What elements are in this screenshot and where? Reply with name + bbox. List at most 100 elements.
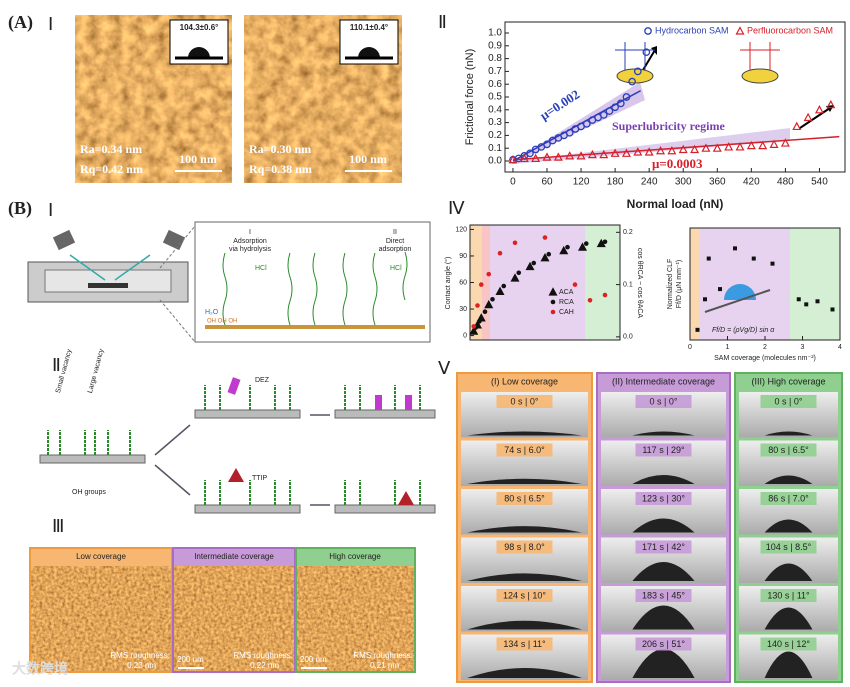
- panel-label: Ⅰ: [48, 14, 53, 34]
- marker: [733, 246, 737, 251]
- marker: [633, 67, 642, 76]
- y-tick-label: 0.5: [488, 92, 502, 103]
- marker: [565, 128, 574, 137]
- droplet: [467, 478, 582, 484]
- label-bg: [635, 637, 692, 651]
- hcl: HCl: [255, 265, 267, 272]
- y-tick-label: 0.2: [488, 130, 502, 141]
- frame-label: 171 s | 42°: [642, 542, 685, 552]
- frame-label: 0 s | 0°: [650, 396, 678, 406]
- marker: [576, 151, 586, 160]
- frame-label: 140 s | 12°: [767, 639, 810, 649]
- marker: [701, 143, 711, 152]
- stage-text: adsorption: [379, 246, 412, 253]
- stage-label: I: [249, 229, 251, 236]
- marker: [633, 147, 643, 156]
- rms-value: 0.23 nm: [127, 661, 156, 670]
- legend-label: ACA: [559, 289, 574, 296]
- y-tick-label: 60: [459, 279, 467, 286]
- marker: [583, 241, 589, 246]
- header: High coverage: [329, 552, 381, 561]
- x-tick-label: 3: [801, 344, 805, 351]
- label-bg: [496, 637, 553, 651]
- marker: [605, 107, 614, 115]
- arrow: [799, 107, 831, 129]
- droplet: [467, 526, 582, 533]
- panel-label: Ⅰ: [48, 200, 53, 220]
- marker: [611, 103, 619, 112]
- scale-label: 200 nm: [177, 655, 204, 664]
- precursor: TTIP: [252, 475, 267, 482]
- droplet: [764, 519, 813, 533]
- droplet: [764, 607, 813, 630]
- droplet: [632, 475, 695, 484]
- label-bg: [635, 589, 692, 602]
- x-tick-label: 0: [510, 177, 516, 188]
- stage-text: Direct: [386, 238, 404, 245]
- droplet: [632, 649, 695, 678]
- marker: [621, 148, 631, 157]
- y-tick-label: 120: [455, 226, 467, 233]
- marker: [735, 26, 745, 35]
- marker: [690, 144, 700, 154]
- y-axis-label: Ff/D (μN mm⁻¹): [676, 260, 683, 309]
- marker: [577, 242, 588, 251]
- droplet: [467, 668, 582, 678]
- y-tick-label: 1.0: [488, 28, 502, 39]
- stage-text: Adsorption: [233, 238, 267, 245]
- marker: [616, 99, 625, 108]
- rms-value: 0.21 nm: [370, 661, 399, 670]
- stage-text: via hydrolysis: [229, 246, 272, 253]
- marker: [477, 319, 482, 324]
- droplet: [632, 431, 695, 436]
- marker: [769, 139, 779, 148]
- marker: [599, 149, 609, 159]
- marker: [587, 297, 593, 303]
- label-bg: [760, 492, 817, 505]
- marker: [490, 297, 495, 302]
- formula: Ff/D = (ρVg/D) sin α: [712, 327, 775, 334]
- marker: [826, 99, 836, 109]
- marker: [644, 147, 654, 156]
- frame-label: 80 s | 6.5°: [504, 493, 545, 503]
- y-axis-label: Contact angle (°): [444, 257, 452, 310]
- x-tick-label: 2: [763, 344, 767, 351]
- afm-image: 104.3±0.6° Ra=0.34 nm Rq=0.42 nm 100 nm: [75, 15, 232, 183]
- column-header: (II) Intermediate coverage: [612, 376, 715, 386]
- y2-tick-label: 0.1: [623, 281, 633, 288]
- label-bg: [496, 395, 553, 408]
- y2-tick-label: 0.2: [623, 229, 633, 236]
- label-bg: [760, 589, 817, 602]
- marker: [678, 144, 688, 154]
- frame-label: 74 s | 6.0°: [504, 445, 545, 455]
- panel-label: (A): [8, 12, 33, 33]
- droplet: [764, 563, 813, 581]
- panel-label: Ⅲ: [52, 516, 64, 536]
- marker: [484, 299, 494, 309]
- y2-axis-label: cos θRCA − cos θACA: [636, 248, 643, 319]
- legend-label: CAH: [559, 309, 574, 316]
- marker: [602, 239, 608, 245]
- contact-angle: 110.1±0.4°: [350, 23, 388, 32]
- y-tick-label: 0.4: [488, 104, 502, 115]
- hcl: HCl: [390, 265, 402, 272]
- marker: [512, 240, 518, 246]
- y-tick-label: 0.3: [488, 117, 502, 128]
- y-axis-label: Normalized CLF: [667, 259, 674, 310]
- rms-value: 0.22 nm: [250, 661, 279, 670]
- marker: [758, 140, 768, 150]
- frame-label: 104 s | 8.5°: [766, 542, 812, 552]
- marker: [582, 120, 591, 128]
- droplet: [764, 431, 813, 436]
- oh-label: OH groups: [72, 489, 106, 496]
- marker: [642, 48, 651, 57]
- x-axis-label: SAM coverage (molecules nm⁻²): [714, 355, 816, 362]
- marker: [735, 142, 745, 151]
- x-tick-label: 180: [607, 177, 624, 188]
- label-bg: [635, 540, 692, 554]
- column-border: [734, 372, 843, 683]
- frame-label: 0 s | 0°: [511, 396, 539, 406]
- x-tick-label: 1: [726, 344, 730, 351]
- marker: [667, 145, 677, 155]
- header: Intermediate coverage: [194, 552, 274, 561]
